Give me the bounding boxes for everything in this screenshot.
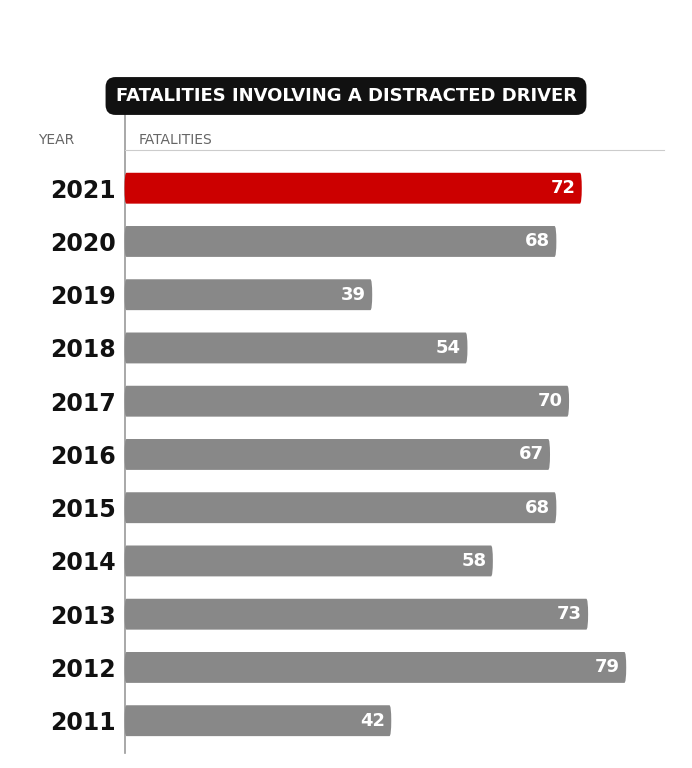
Text: 70: 70 [538,392,563,410]
FancyBboxPatch shape [125,386,569,417]
Text: FATALITIES INVOLVING A DISTRACTED DRIVER: FATALITIES INVOLVING A DISTRACTED DRIVER [116,87,576,105]
Text: 67: 67 [519,445,544,463]
FancyBboxPatch shape [125,599,588,630]
Text: 68: 68 [525,233,550,250]
Text: 68: 68 [525,498,550,517]
FancyBboxPatch shape [125,439,550,470]
FancyBboxPatch shape [125,492,556,523]
Text: 79: 79 [595,658,620,677]
Text: 58: 58 [462,552,486,570]
Text: YEAR: YEAR [38,134,74,147]
Text: 72: 72 [550,179,576,197]
Text: 73: 73 [557,605,582,623]
Text: 39: 39 [341,286,366,303]
FancyBboxPatch shape [125,173,582,204]
FancyBboxPatch shape [125,226,556,257]
Text: 42: 42 [360,712,385,730]
Text: FATALITIES: FATALITIES [138,134,212,147]
FancyBboxPatch shape [125,280,372,310]
FancyBboxPatch shape [125,545,493,577]
FancyBboxPatch shape [125,333,468,363]
Text: 54: 54 [436,339,461,357]
FancyBboxPatch shape [125,705,391,737]
FancyBboxPatch shape [125,652,626,683]
